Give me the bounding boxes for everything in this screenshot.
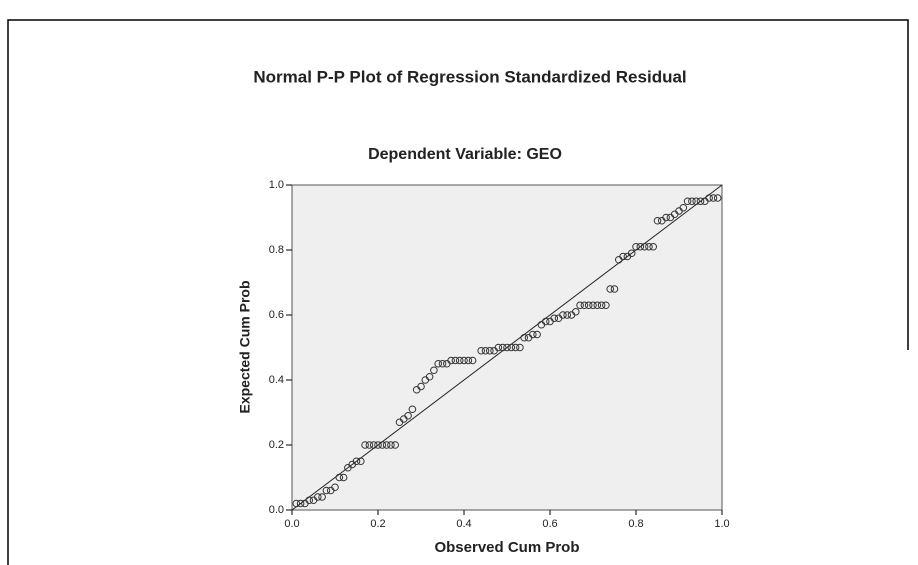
point [378,441,387,449]
point [705,194,713,202]
y-tick-label: 0.0 [269,504,284,516]
point [322,486,331,495]
point [520,333,529,342]
point [494,343,503,352]
point [391,441,400,449]
point [430,366,438,375]
point [404,411,412,420]
point [374,441,382,449]
x-tick-label: 0.6 [542,518,557,530]
point [369,441,378,449]
point [632,242,640,251]
point [335,473,344,482]
frame [7,19,909,565]
point [533,330,541,339]
point [597,301,606,310]
point [425,372,434,381]
point [464,356,473,365]
y-tick-label: 1.0 [269,179,284,191]
point [572,307,580,316]
point [584,301,593,310]
point [640,242,649,251]
reference-line [291,184,723,511]
point [550,314,559,323]
point [606,285,615,293]
point [529,330,537,339]
point [559,311,567,319]
point [679,203,688,212]
point [314,493,322,501]
point [486,346,494,355]
point [649,242,658,251]
point [318,493,326,501]
point [357,457,365,466]
point [653,216,662,225]
point [460,356,468,365]
chart-subtitle: Dependent Variable: GEO [368,146,562,163]
x-tick-label: 0.0 [284,518,299,530]
point [593,301,602,310]
x-tick-label: 1.0 [714,518,729,530]
point [438,359,447,368]
point [511,343,520,352]
point [709,194,718,202]
point [580,301,589,310]
x-tick-label: 0.2 [370,518,385,530]
point [382,441,391,449]
point [541,317,550,326]
point [292,499,301,508]
x-tick-label: 0.8 [628,518,643,530]
point [365,441,374,449]
x-axis-label: Observed Cum Prob [434,539,579,556]
point [688,197,696,206]
point [296,499,305,508]
point [352,457,361,466]
point [683,197,692,206]
y-tick-label: 0.4 [269,374,284,386]
point [602,301,610,310]
point [477,346,486,355]
point [451,356,460,365]
y-axis-label: Expected Cum Prob [237,280,253,413]
point [563,311,572,319]
point [434,359,443,368]
point [610,285,619,293]
y-tick-label: 0.6 [269,309,284,321]
point [408,405,417,414]
point [361,441,369,449]
point [589,301,597,310]
y-tick-label: 0.2 [269,439,284,451]
y-tick-label: 0.8 [269,244,284,256]
point [498,343,507,352]
point [339,473,348,482]
point [305,496,314,505]
point [331,483,339,492]
point [387,441,395,449]
x-tick-label: 0.4 [456,518,471,530]
point [516,343,524,352]
point [507,343,516,352]
point [645,242,653,251]
point [636,242,645,251]
point [455,356,464,365]
point [503,343,511,352]
point [481,346,490,355]
point [627,249,636,258]
point [619,252,627,261]
point [713,194,722,202]
point [576,301,584,310]
point [662,213,670,222]
point [696,197,705,206]
point [692,197,701,206]
chart-title: Normal P-P Plot of Regression Standardiz… [253,67,686,86]
point [468,356,477,365]
point [447,356,455,365]
point [417,382,425,391]
